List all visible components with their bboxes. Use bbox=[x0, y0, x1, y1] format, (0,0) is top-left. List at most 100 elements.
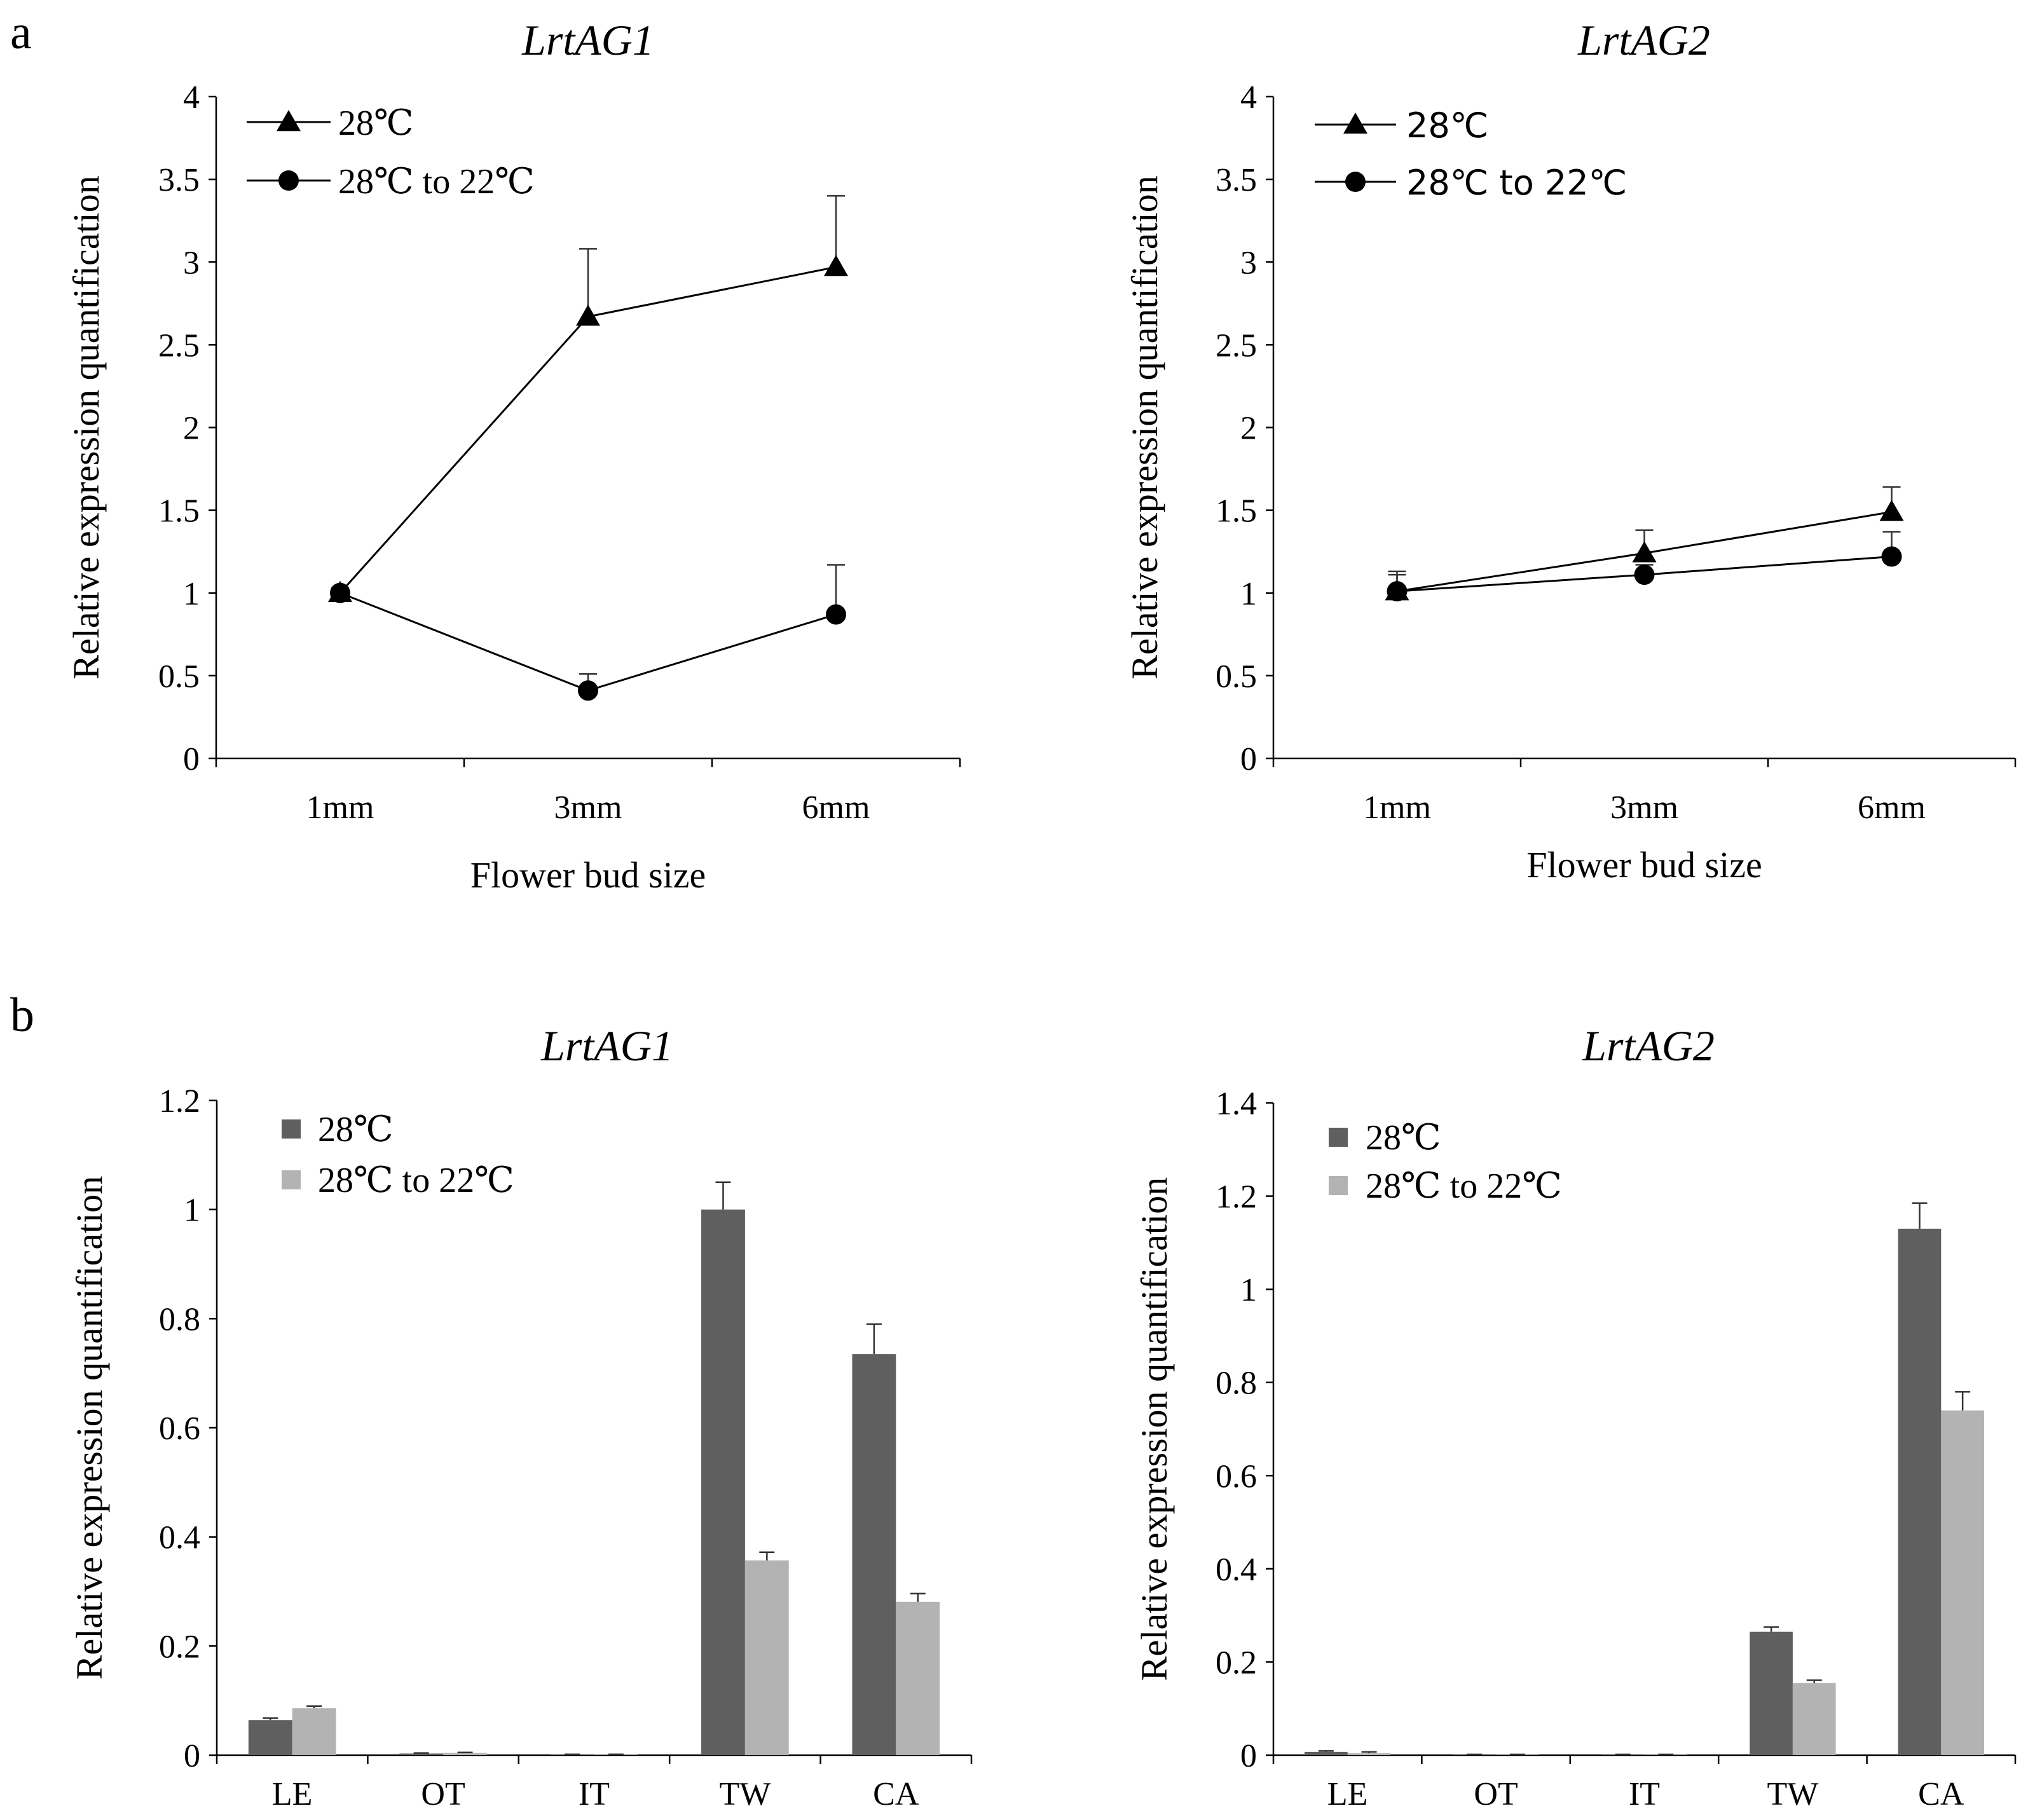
x-tick-label: IT bbox=[579, 1776, 610, 1812]
legend-circle-marker bbox=[278, 170, 299, 191]
line-chart-lrtag2: LrtAG2 0 0.5 1 1.5 2 2.5 3 3.5 4 1mm 3mm 6mm Relative… bbox=[1124, 16, 2017, 886]
y-tick-label: 1 bbox=[184, 1193, 200, 1229]
y-tick-label: 2 bbox=[183, 411, 200, 447]
series-treatment bbox=[330, 564, 846, 701]
data-point-triangle bbox=[1879, 500, 1904, 521]
bar bbox=[896, 1601, 940, 1755]
x-axis-label: Flower bud size bbox=[1526, 844, 1762, 886]
bar bbox=[744, 1560, 789, 1755]
y-tick-label: 1.2 bbox=[1216, 1179, 1257, 1215]
x-tick-label: 3mm bbox=[1610, 790, 1678, 826]
legend-swatch bbox=[282, 1170, 301, 1189]
data-point-circle bbox=[1634, 564, 1655, 585]
y-tick-label: 0 bbox=[1240, 1738, 1257, 1774]
legend: 28℃ 28℃ to 22℃ bbox=[1329, 1118, 1562, 1206]
legend-swatch bbox=[1329, 1128, 1348, 1147]
bar bbox=[248, 1720, 292, 1755]
x-tick-label: 3mm bbox=[554, 790, 622, 826]
bar bbox=[1305, 1751, 1348, 1755]
y-axis-label: Relative expression quantification bbox=[69, 1176, 110, 1680]
y-tick-label: 0.6 bbox=[1216, 1458, 1257, 1495]
bar bbox=[292, 1708, 336, 1755]
bar-series-treatment bbox=[1347, 1391, 1984, 1756]
y-tick-label: 0.6 bbox=[159, 1411, 200, 1447]
y-tick-label: 0.4 bbox=[1216, 1552, 1257, 1588]
bar-series-control bbox=[248, 1181, 896, 1755]
bar bbox=[701, 1209, 745, 1755]
legend-label: 28℃ to 22℃ bbox=[1406, 163, 1627, 203]
y-tick-label: 3 bbox=[183, 245, 200, 281]
series-treatment bbox=[1387, 531, 1902, 602]
data-point-circle bbox=[1387, 581, 1408, 602]
y-axis-label: Relative expression quantification bbox=[1134, 1177, 1175, 1681]
bar bbox=[1750, 1631, 1793, 1755]
bar-series-control bbox=[1305, 1202, 1942, 1756]
y-tick-label: 0 bbox=[184, 1738, 200, 1774]
legend-label: 28℃ to 22℃ bbox=[1366, 1167, 1562, 1206]
bar bbox=[1347, 1753, 1391, 1755]
y-tick-label: 0.2 bbox=[159, 1629, 200, 1665]
y-tick-label: 4 bbox=[1240, 79, 1257, 116]
legend-swatch bbox=[282, 1119, 301, 1139]
x-tick-label: 6mm bbox=[1858, 790, 1926, 826]
y-tick-label: 0.2 bbox=[1216, 1645, 1257, 1681]
line-chart-lrtag1: LrtAG1 0 0.5 1 1.5 2 2.5 3 3.5 4 1mm 3mm 6mm Relative… bbox=[65, 16, 961, 896]
y-tick-label: 1.2 bbox=[159, 1083, 200, 1119]
legend-circle-marker bbox=[1345, 172, 1366, 192]
legend-label: 28℃ bbox=[1406, 106, 1488, 146]
x-tick-label: TW bbox=[719, 1776, 771, 1812]
x-tick-label: CA bbox=[1918, 1776, 1964, 1812]
x-tick-label: OT bbox=[421, 1776, 465, 1812]
y-axis-label: Relative expression quantification bbox=[1124, 175, 1165, 679]
x-tick-label: IT bbox=[1629, 1776, 1660, 1812]
y-tick-label: 1 bbox=[1240, 1272, 1257, 1308]
legend-label: 28℃ bbox=[318, 1110, 394, 1149]
y-tick-label: 2.5 bbox=[1216, 327, 1257, 364]
y-tick-label: 2.5 bbox=[158, 327, 200, 364]
y-tick-label: 0 bbox=[183, 741, 200, 777]
bar bbox=[1941, 1410, 1984, 1755]
bar-series-treatment bbox=[292, 1551, 940, 1755]
legend-label: 28℃ to 22℃ bbox=[338, 162, 535, 202]
legend-label: 28℃ to 22℃ bbox=[318, 1161, 514, 1200]
panel-letter-b: b bbox=[10, 989, 34, 1042]
bar bbox=[852, 1354, 896, 1755]
data-point-triangle bbox=[824, 255, 848, 277]
y-tick-label: 0.5 bbox=[1216, 659, 1257, 695]
x-tick-label: OT bbox=[1474, 1776, 1518, 1812]
y-tick-label: 0 bbox=[1240, 741, 1257, 777]
bar bbox=[443, 1753, 487, 1755]
x-axis-label: Flower bud size bbox=[470, 854, 706, 896]
y-axis-label: Relative expression quantification bbox=[65, 175, 107, 679]
data-point-circle bbox=[330, 582, 350, 603]
chart-title: LrtAG2 bbox=[1582, 1022, 1715, 1070]
bar-chart-lrtag1: LrtAG1 0 0.2 0.4 0.6 0.8 1 1.2 LE OT IT TW CA Relativ… bbox=[69, 1022, 973, 1812]
legend-label: 28℃ bbox=[338, 104, 414, 143]
legend-triangle-marker bbox=[277, 110, 301, 132]
y-tick-label: 1.5 bbox=[158, 493, 200, 530]
y-tick-label: 4 bbox=[183, 79, 200, 116]
y-tick-label: 1.4 bbox=[1216, 1086, 1257, 1122]
x-tick-label: 1mm bbox=[1363, 790, 1431, 826]
y-tick-label: 3 bbox=[1240, 245, 1257, 281]
legend: 28℃ 28℃ to 22℃ bbox=[282, 1110, 514, 1200]
chart-title: LrtAG1 bbox=[540, 1022, 673, 1070]
legend-swatch bbox=[1329, 1176, 1348, 1195]
data-point-triangle bbox=[1632, 541, 1657, 563]
x-tick-label: LE bbox=[1327, 1776, 1368, 1812]
y-tick-label: 0.8 bbox=[159, 1301, 200, 1338]
chart-title: LrtAG1 bbox=[521, 16, 654, 64]
bar bbox=[399, 1753, 444, 1755]
chart-title: LrtAG2 bbox=[1577, 16, 1710, 64]
y-tick-label: 1 bbox=[183, 576, 200, 612]
x-tick-label: 1mm bbox=[306, 790, 374, 826]
y-tick-label: 2 bbox=[1240, 411, 1257, 447]
data-point-circle bbox=[1881, 546, 1902, 567]
data-point-circle bbox=[826, 604, 846, 625]
legend-triangle-marker bbox=[1343, 113, 1367, 134]
y-tick-label: 1 bbox=[1240, 576, 1257, 612]
y-tick-label: 3.5 bbox=[158, 162, 200, 198]
legend: 28℃ 28℃ to 22℃ bbox=[1315, 106, 1627, 203]
y-tick-label: 0.4 bbox=[159, 1520, 200, 1556]
